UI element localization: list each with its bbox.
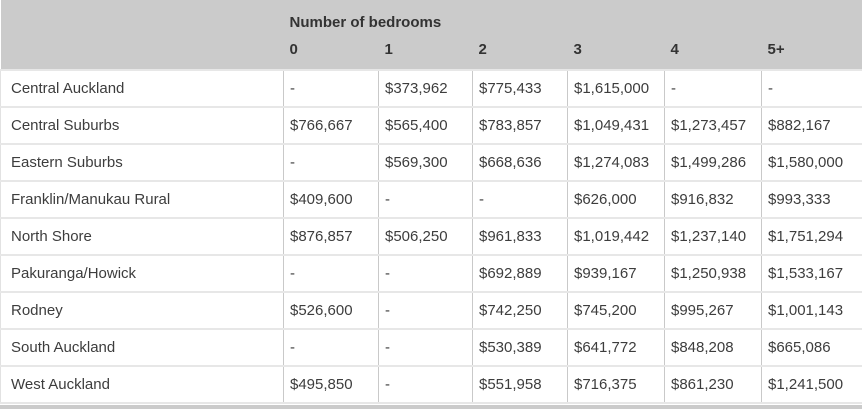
row-label: Central Auckland xyxy=(0,69,284,107)
price-cell: $565,400 xyxy=(378,107,473,144)
row-label: Franklin/Manukau Rural xyxy=(0,181,284,218)
column-header-5plus: 5+ xyxy=(761,36,862,70)
price-cell: - xyxy=(283,255,379,292)
price-cell: $876,857 xyxy=(283,218,379,255)
price-cell: $668,636 xyxy=(472,144,568,181)
price-cell: $1,580,000 xyxy=(761,144,862,181)
price-cell: $1,237,140 xyxy=(664,218,762,255)
price-cell: $530,389 xyxy=(472,329,568,366)
price-cell: $1,274,083 xyxy=(567,144,665,181)
row-label: North Shore xyxy=(0,218,284,255)
price-cell: $641,772 xyxy=(567,329,665,366)
table-row: West Auckland $495,850- $551,958 $716,375 $8… xyxy=(0,366,862,403)
corner-cell xyxy=(0,0,284,36)
price-cell: $526,600 xyxy=(283,292,379,329)
column-header-1: 1 xyxy=(378,36,473,70)
price-cell: $1,615,000 xyxy=(567,69,665,107)
price-cell: $692,889 xyxy=(472,255,568,292)
column-header-2: 2 xyxy=(472,36,568,70)
price-cell: $1,241,500 xyxy=(761,366,862,403)
price-cell: $1,250,938 xyxy=(664,255,762,292)
price-cell: $1,751,294 xyxy=(761,218,862,255)
price-cell: $775,433 xyxy=(472,69,568,107)
price-cell: $939,167 xyxy=(567,255,665,292)
table-row: North Shore $876,857 $506,250 $961,833 $1,01… xyxy=(0,218,862,255)
price-cell: $861,230 xyxy=(664,366,762,403)
price-cell: - xyxy=(664,69,762,107)
table-body: Central Auckland - $373,962 $775,433 $1,615,… xyxy=(0,69,862,403)
table-title-row: Number of bedrooms xyxy=(0,0,862,36)
price-cell: $1,001,143 xyxy=(761,292,862,329)
price-cell: $766,667 xyxy=(283,107,379,144)
table-row: South Auckland - - $530,389 $641,772 $848,208… xyxy=(0,329,862,366)
price-cell: $569,300 xyxy=(378,144,473,181)
price-cell: $742,250 xyxy=(472,292,568,329)
table-row: Rodney $526,600- $742,250 $745,200 $995,267 $… xyxy=(0,292,862,329)
corner-cell-2 xyxy=(0,36,284,70)
price-cell: - xyxy=(378,366,473,403)
price-cell: - xyxy=(378,255,473,292)
price-cell: $745,200 xyxy=(567,292,665,329)
price-cell: $551,958 xyxy=(472,366,568,403)
row-label: South Auckland xyxy=(0,329,284,366)
next-section-strip xyxy=(0,405,862,409)
row-label: Central Suburbs xyxy=(0,107,284,144)
price-cell: - xyxy=(378,181,473,218)
table-title: Number of bedrooms xyxy=(283,0,862,36)
column-header-3: 3 xyxy=(567,36,665,70)
price-cell: $665,086 xyxy=(761,329,862,366)
price-cell: - xyxy=(378,329,473,366)
price-cell: $1,019,442 xyxy=(567,218,665,255)
price-cell: $848,208 xyxy=(664,329,762,366)
table-row: Central Suburbs $766,667 $565,400 $783,857 $… xyxy=(0,107,862,144)
price-cell: $716,375 xyxy=(567,366,665,403)
row-label: Rodney xyxy=(0,292,284,329)
price-cell: $783,857 xyxy=(472,107,568,144)
column-header-0: 0 xyxy=(283,36,379,70)
price-cell: $1,273,457 xyxy=(664,107,762,144)
price-cell: $916,832 xyxy=(664,181,762,218)
row-label: Eastern Suburbs xyxy=(0,144,284,181)
price-cell: $1,049,431 xyxy=(567,107,665,144)
price-cell: - xyxy=(378,292,473,329)
price-cell: - xyxy=(472,181,568,218)
price-cell: $409,600 xyxy=(283,181,379,218)
table-row: Central Auckland - $373,962 $775,433 $1,615,… xyxy=(0,69,862,107)
table-row: Eastern Suburbs - $569,300 $668,636 $1,274,0… xyxy=(0,144,862,181)
column-header-4: 4 xyxy=(664,36,762,70)
column-header-row: 0 1 2 3 4 5+ xyxy=(0,36,862,70)
price-cell: $506,250 xyxy=(378,218,473,255)
price-cell: $993,333 xyxy=(761,181,862,218)
price-cell: $626,000 xyxy=(567,181,665,218)
table-row: Franklin/Manukau Rural $409,600- - $626,000… xyxy=(0,181,862,218)
price-cell: $1,499,286 xyxy=(664,144,762,181)
price-cell: $995,267 xyxy=(664,292,762,329)
price-cell: - xyxy=(761,69,862,107)
price-cell: $495,850 xyxy=(283,366,379,403)
price-cell: $961,833 xyxy=(472,218,568,255)
row-label: Pakuranga/Howick xyxy=(0,255,284,292)
price-cell: $1,533,167 xyxy=(761,255,862,292)
price-cell: - xyxy=(283,329,379,366)
price-cell: $373,962 xyxy=(378,69,473,107)
table-header: Number of bedrooms 0 1 2 3 4 5+ xyxy=(0,0,862,70)
price-cell: $882,167 xyxy=(761,107,862,144)
price-cell: - xyxy=(283,69,379,107)
row-label: West Auckland xyxy=(0,366,284,403)
table-row: Pakuranga/Howick - - $692,889 $939,167 $1,250… xyxy=(0,255,862,292)
price-cell: - xyxy=(283,144,379,181)
